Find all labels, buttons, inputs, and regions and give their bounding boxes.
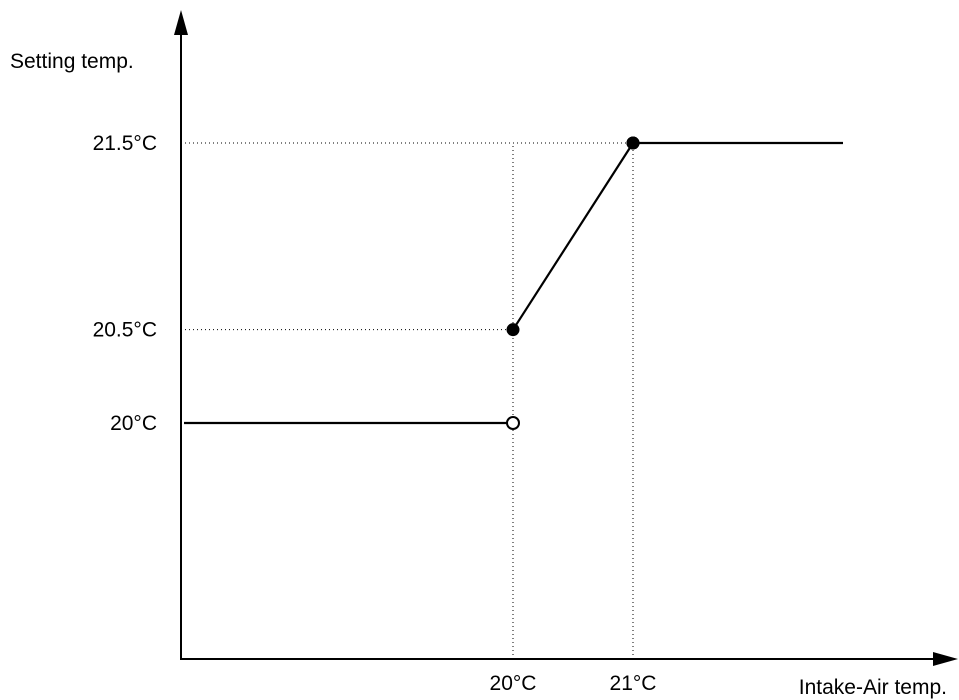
y-tick-label: 21.5°C [93,132,157,155]
filled-point-marker [626,136,640,150]
x-axis-arrowhead [933,652,958,666]
x-tick-label: 20°C [490,672,537,695]
filled-point-marker [506,323,520,337]
series-segment-1 [512,142,634,331]
x-tick-label: 21°C [610,672,657,695]
open-point-marker [506,416,520,430]
y-tick-label: 20.5°C [93,319,157,342]
y-axis-arrowhead [174,10,188,35]
x-axis-label: Intake-Air temp. [799,676,947,699]
y-axis-label: Setting temp. [10,50,134,73]
y-tick-label: 20°C [110,412,157,435]
